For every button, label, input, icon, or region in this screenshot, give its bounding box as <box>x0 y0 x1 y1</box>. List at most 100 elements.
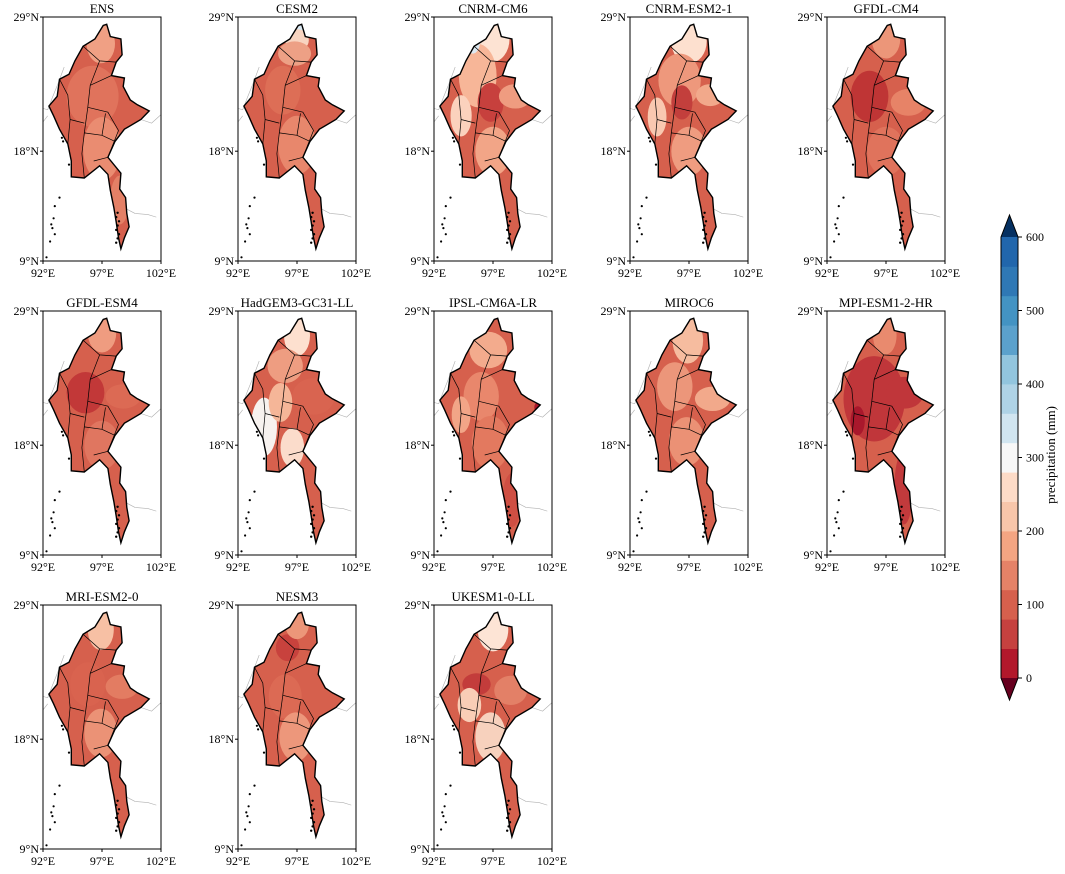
island <box>458 163 462 166</box>
island <box>248 499 251 502</box>
island <box>444 233 447 236</box>
state-boundary <box>288 744 303 750</box>
state-boundary <box>70 119 85 124</box>
state-boundary <box>90 369 112 380</box>
island <box>444 499 447 502</box>
map-panel: ENS 29°N 18°N 9°N92°E 97°E 102°E <box>14 1 177 280</box>
neighbour-border <box>140 114 162 124</box>
island <box>115 535 118 538</box>
x-tick-label: 102°E <box>146 560 176 574</box>
island <box>837 205 840 208</box>
island <box>53 233 56 236</box>
neighbour-border <box>826 409 832 417</box>
island <box>50 811 53 814</box>
precipitation-contour <box>280 428 305 468</box>
map-panel: CNRM-CM6 29°N 18°N 9°N92°E 97°E 102°E <box>405 1 568 280</box>
neighbour-border <box>629 66 652 111</box>
colorbar-segment <box>1001 295 1018 326</box>
colorbar-extend-high <box>1001 215 1018 237</box>
state-boundary <box>450 79 462 144</box>
island <box>244 240 247 243</box>
island <box>247 805 250 808</box>
island <box>834 517 837 520</box>
x-tick-label: 97°E <box>90 854 114 868</box>
island <box>449 784 452 787</box>
island <box>436 550 439 553</box>
y-tick-label: 9°N <box>20 548 40 562</box>
island <box>453 140 456 143</box>
island <box>115 803 118 807</box>
island <box>506 816 509 820</box>
island <box>311 237 314 240</box>
state-boundary <box>680 156 695 162</box>
x-tick-label: 102°E <box>537 266 567 280</box>
island <box>506 241 509 244</box>
island <box>117 808 121 811</box>
y-tick-label: 18°N <box>601 438 627 452</box>
precipitation-contour <box>463 372 499 421</box>
panel-title: HadGEM3-GC31-LL <box>241 295 354 310</box>
country-outline <box>439 23 542 252</box>
island <box>240 256 243 259</box>
island <box>506 509 509 513</box>
neighbour-border <box>712 502 744 512</box>
island <box>645 490 648 493</box>
state-boundary <box>296 407 301 430</box>
state-boundary <box>492 701 497 724</box>
island <box>901 514 905 517</box>
island <box>702 241 705 244</box>
island <box>253 784 256 787</box>
island <box>703 224 706 227</box>
state-boundary <box>484 450 499 456</box>
y-tick-label: 29°N <box>405 304 431 318</box>
colorbar-extend-low <box>1001 678 1018 700</box>
neighbour-border <box>433 409 439 417</box>
precipitation-contour <box>278 41 312 66</box>
island <box>257 434 260 437</box>
island <box>60 136 63 139</box>
x-tick-label: 97°E <box>90 266 114 280</box>
y-tick-label: 18°N <box>601 144 627 158</box>
island <box>506 535 509 538</box>
island <box>311 224 314 227</box>
island <box>636 534 639 537</box>
map-panel: GFDL-ESM4 29°N 18°N 9°N92°E 97°E 102°E <box>14 295 177 574</box>
neighbour-border <box>516 208 548 218</box>
neighbour-border <box>42 66 65 111</box>
island <box>443 805 446 808</box>
x-tick-label: 97°E <box>285 560 309 574</box>
island <box>647 430 650 433</box>
island <box>248 527 251 530</box>
state-boundary <box>93 156 108 162</box>
island <box>900 237 903 240</box>
island <box>240 844 243 847</box>
y-tick-label: 18°N <box>14 438 40 452</box>
island <box>441 223 444 226</box>
neighbour-border <box>531 408 553 418</box>
neighbour-border <box>237 654 260 699</box>
neighbour-border <box>531 702 553 712</box>
neighbour-border <box>42 115 48 123</box>
island <box>312 233 316 236</box>
state-boundary <box>885 407 890 430</box>
island <box>257 140 260 143</box>
panel-title: GFDL-ESM4 <box>66 295 138 310</box>
neighbour-border <box>42 703 48 711</box>
island <box>829 550 832 553</box>
island <box>444 205 447 208</box>
neighbour-border <box>629 360 652 405</box>
island <box>244 534 247 537</box>
map-panel: MPI-ESM1-2-HR 29°N 18°N 9°N92°E 97°E 102°E <box>798 295 961 574</box>
island <box>62 140 65 143</box>
state-boundary <box>70 413 85 418</box>
state-boundary <box>677 369 699 380</box>
colorbar-segment <box>1001 413 1018 444</box>
island <box>245 811 248 814</box>
state-boundary <box>481 369 503 380</box>
panel-title: CNRM-ESM2-1 <box>646 1 733 16</box>
state-boundary <box>81 60 100 179</box>
country-outline <box>439 317 542 546</box>
island <box>115 829 118 832</box>
state-boundary <box>90 75 112 86</box>
state-boundary <box>265 413 280 418</box>
